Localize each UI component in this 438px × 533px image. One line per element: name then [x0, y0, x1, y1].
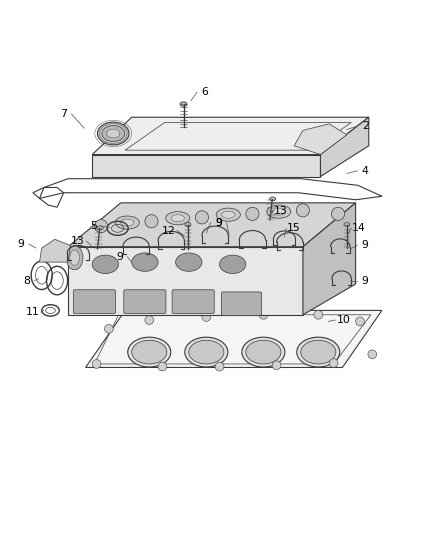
Circle shape	[158, 362, 166, 371]
Ellipse shape	[296, 337, 339, 367]
Text: 8: 8	[23, 276, 30, 286]
Text: 2: 2	[361, 121, 368, 131]
Ellipse shape	[184, 337, 227, 367]
Ellipse shape	[216, 208, 240, 221]
Ellipse shape	[106, 129, 120, 138]
Text: 12: 12	[162, 225, 176, 236]
Ellipse shape	[131, 340, 166, 364]
Polygon shape	[92, 117, 368, 155]
Circle shape	[258, 310, 267, 319]
Circle shape	[296, 204, 309, 217]
Ellipse shape	[184, 222, 191, 227]
Ellipse shape	[175, 253, 201, 271]
Text: 9: 9	[361, 276, 368, 286]
Circle shape	[145, 316, 153, 325]
Circle shape	[313, 310, 322, 319]
FancyBboxPatch shape	[172, 290, 214, 313]
Ellipse shape	[221, 211, 234, 218]
Circle shape	[245, 207, 258, 221]
Ellipse shape	[241, 337, 284, 367]
Ellipse shape	[180, 102, 187, 106]
Ellipse shape	[97, 226, 103, 230]
Circle shape	[195, 211, 208, 224]
Circle shape	[104, 325, 113, 333]
Polygon shape	[68, 247, 302, 315]
Ellipse shape	[131, 253, 158, 271]
Ellipse shape	[92, 255, 118, 273]
Text: 13: 13	[71, 236, 85, 246]
Ellipse shape	[127, 337, 170, 367]
Polygon shape	[85, 310, 381, 367]
Ellipse shape	[120, 219, 134, 226]
Circle shape	[272, 361, 280, 370]
Ellipse shape	[245, 340, 280, 364]
Circle shape	[92, 360, 101, 368]
Text: 7: 7	[60, 109, 67, 119]
Text: 4: 4	[361, 166, 368, 176]
Ellipse shape	[219, 255, 245, 273]
Ellipse shape	[343, 223, 349, 226]
Ellipse shape	[97, 122, 129, 145]
Ellipse shape	[66, 246, 83, 270]
FancyBboxPatch shape	[124, 290, 166, 313]
Polygon shape	[68, 203, 355, 247]
Ellipse shape	[269, 197, 275, 201]
Text: 11: 11	[26, 307, 40, 317]
FancyBboxPatch shape	[73, 290, 115, 313]
Circle shape	[328, 359, 337, 367]
Text: 5: 5	[90, 221, 97, 231]
Ellipse shape	[171, 215, 184, 222]
Circle shape	[94, 220, 107, 233]
Polygon shape	[293, 124, 346, 155]
Text: 9: 9	[361, 240, 368, 251]
Text: 13: 13	[273, 206, 287, 216]
Circle shape	[355, 317, 364, 326]
Circle shape	[367, 350, 376, 359]
Circle shape	[145, 215, 158, 228]
Ellipse shape	[188, 340, 223, 364]
Polygon shape	[39, 239, 70, 262]
FancyBboxPatch shape	[221, 292, 261, 316]
Text: 15: 15	[286, 223, 300, 233]
Ellipse shape	[70, 250, 79, 265]
Text: 9: 9	[215, 217, 222, 228]
Ellipse shape	[300, 340, 335, 364]
Ellipse shape	[102, 126, 124, 141]
Ellipse shape	[266, 205, 290, 218]
Circle shape	[331, 207, 344, 221]
Text: 9: 9	[215, 217, 222, 228]
Polygon shape	[302, 203, 355, 315]
Ellipse shape	[272, 208, 285, 215]
Polygon shape	[320, 117, 368, 176]
Ellipse shape	[166, 212, 189, 225]
Text: 9: 9	[18, 239, 25, 249]
Text: 14: 14	[351, 223, 365, 233]
Text: 9: 9	[116, 252, 123, 262]
Text: 10: 10	[336, 315, 350, 325]
Circle shape	[215, 362, 223, 371]
Polygon shape	[92, 155, 320, 176]
Text: 6: 6	[201, 87, 208, 97]
Ellipse shape	[115, 216, 139, 229]
Circle shape	[201, 312, 210, 321]
